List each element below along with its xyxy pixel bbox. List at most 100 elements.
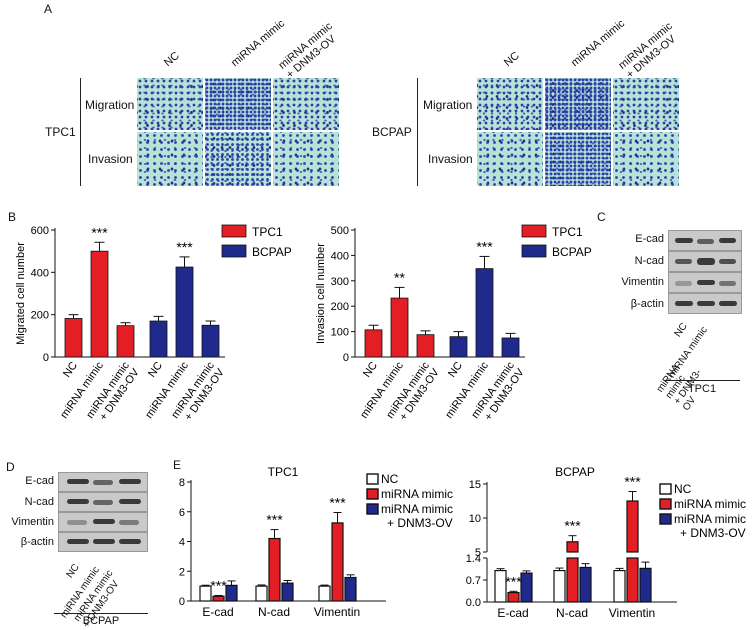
e-bcpap-legend-line: + DNM3-OV xyxy=(680,526,746,540)
e-bcpap-legend-label-1: miRNA mimic xyxy=(674,497,746,511)
wb-bcpap-group-label: BCPAP xyxy=(82,615,120,627)
group-label-tpc1: TPC1 xyxy=(45,125,76,139)
migration-ytick-label-2: 400 xyxy=(31,267,49,279)
e-bcpap-legend-label-0: NC xyxy=(674,482,692,496)
e-tpc1-bar-1-0 xyxy=(255,585,268,602)
e-tpc1-xlabel-2: Vimentin xyxy=(314,605,360,619)
migration-ytick-label-0: 0 xyxy=(43,352,49,364)
migration-sig-1-1: *** xyxy=(176,239,193,255)
e-bcpap-bar-0-2 xyxy=(520,572,533,603)
e-bcpap-legend-swatch-2 xyxy=(659,513,672,525)
e-bcpap-ytick-label-l-0: 0.0 xyxy=(466,597,481,609)
invasion-xlabel-0-0: NC xyxy=(361,360,380,380)
panel-letter-e: E xyxy=(173,458,182,472)
migration-legend-swatch-1 xyxy=(221,244,247,258)
panel-letter-b: B xyxy=(8,210,17,224)
wb-bcpap-label-ncad: N-cad xyxy=(24,496,54,508)
e-tpc1-bar-2-0 xyxy=(318,585,331,602)
e-bcpap-bar-1-1 xyxy=(566,541,579,553)
invasion-ytick-label-0: 0 xyxy=(343,352,349,364)
micrograph-tpc1-invasion-mimic xyxy=(205,132,271,186)
e-bcpap-bar-1-2 xyxy=(579,566,592,603)
invasion-sig-1-1: *** xyxy=(476,238,493,254)
e-bcpap-legend-label-2: miRNA mimic + DNM3-OV xyxy=(674,512,746,540)
row-label-migration-bcpap: Migration xyxy=(423,98,473,112)
migration-legend-label-0: TPC1 xyxy=(252,225,283,239)
micrograph-tpc1-migration-mimic xyxy=(205,78,271,130)
e-bcpap-ytick-label-u-2: 15 xyxy=(469,479,481,491)
e-bcpap-ytick-label-l-2: 1.4 xyxy=(466,553,481,565)
wb-tpc1-strip-ncad xyxy=(668,251,742,272)
migration-xlabel-line: NC xyxy=(146,360,165,380)
migration-sig-0-1: *** xyxy=(91,224,108,240)
e-bcpap-legend-line: miRNA mimic xyxy=(674,512,746,526)
invasion-ytick-label-1: 100 xyxy=(331,327,349,339)
e-tpc1-bar-0-1 xyxy=(212,595,225,602)
e-tpc1-legend-swatch-1 xyxy=(366,488,379,500)
wb-bcpap-strip-bactin xyxy=(58,532,148,552)
e-bcpap-bar-0-1 xyxy=(507,591,520,603)
invasion-bar-1-0 xyxy=(449,336,468,358)
row-label-invasion-tpc1: Invasion xyxy=(88,152,133,166)
invasion-xlabel-line: NC xyxy=(446,360,465,380)
invasion-legend-swatch-0 xyxy=(521,224,547,238)
e-bcpap-xlabel-1: N-cad xyxy=(556,606,588,620)
wb-tpc1-underline xyxy=(664,380,740,381)
e-bcpap-ytick-label-l-1: 0.7 xyxy=(466,575,481,587)
wb-bcpap-underline xyxy=(54,613,148,614)
e-tpc1-legend-label-0: NC xyxy=(381,472,399,486)
e-tpc1-bar-1-2 xyxy=(281,582,294,602)
wb-bcpap-strip-vimentin xyxy=(58,512,148,532)
e-bcpap-sig-2: *** xyxy=(624,473,641,489)
wb-tpc1-strip-vimentin xyxy=(668,272,742,293)
e-tpc1-legend-label-2: miRNA mimic + DNM3-OV xyxy=(381,502,453,530)
wb-tpc1-strip-ecad xyxy=(668,230,742,251)
wb-bcpap-strip-ecad xyxy=(58,472,148,492)
wb-bcpap-label-ecad: E-cad xyxy=(25,475,54,487)
e-tpc1-legend-swatch-2 xyxy=(366,503,379,515)
wb-bcpap-lane-nc: NC xyxy=(64,562,82,581)
migration-legend-swatch-0 xyxy=(221,224,247,238)
e-bcpap-bar-2-0 xyxy=(613,569,626,603)
invasion-xlabel-1-0: NC xyxy=(446,360,465,380)
e-tpc1-sig-0: *** xyxy=(210,577,227,593)
wb-tpc1-label-bactin: β-actin xyxy=(630,298,664,310)
group-bracket-tpc1 xyxy=(80,78,81,186)
e-bcpap-sig-1: *** xyxy=(564,518,581,534)
e-tpc1-xlabel-0: E-cad xyxy=(202,605,233,619)
invasion-bar-0-2 xyxy=(416,334,435,358)
e-tpc1-sig-1: *** xyxy=(266,512,283,528)
e-tpc1-legend-line: NC xyxy=(381,472,399,486)
group-bracket-bcpap xyxy=(417,78,418,186)
wb-tpc1-group-label: TPC1 xyxy=(687,383,717,395)
chart-e-bcpap: BCPAP 5 10 15 0.0 0.7 1.4 *** E-cad *** N-cad *** Vi… xyxy=(466,465,746,620)
migration-ytick-label-1: 200 xyxy=(31,310,49,322)
migration-ylabel: Migrated cell number xyxy=(15,242,27,345)
e-bcpap-bar-2-2 xyxy=(639,567,652,603)
e-tpc1-ytick-label-2: 4 xyxy=(179,537,185,549)
invasion-xlabel-line: NC xyxy=(361,360,380,380)
micrograph-bcpap-migration-mimic-ov xyxy=(613,78,679,130)
wb-bcpap-label-vimentin: Vimentin xyxy=(11,516,54,528)
panel-letter-c: C xyxy=(597,210,606,224)
e-tpc1-legend-line: miRNA mimic xyxy=(381,502,453,516)
wb-tpc1-lane-nc: NC xyxy=(672,321,690,340)
e-tpc1-bar-2-2 xyxy=(344,576,357,602)
row-label-migration-tpc1: Migration xyxy=(85,98,135,112)
panel-letter-d: D xyxy=(6,460,15,474)
e-bcpap-bar-lower-1-1 xyxy=(566,557,579,603)
e-tpc1-legend-label-1: miRNA mimic xyxy=(381,487,453,501)
invasion-legend-label-0: TPC1 xyxy=(552,225,583,239)
migration-bar-0-2 xyxy=(116,325,135,358)
wb-bcpap-strip-ncad xyxy=(58,492,148,512)
invasion-bar-0-1 xyxy=(390,297,409,358)
e-bcpap-ytick-label-u-0: 5 xyxy=(475,547,481,559)
invasion-ylabel: Invasion cell number xyxy=(315,243,327,344)
invasion-bar-1-1 xyxy=(475,268,494,358)
e-bcpap-xlabel-2: Vimentin xyxy=(609,606,655,620)
wb-tpc1-label-ecad: E-cad xyxy=(635,233,664,245)
micrograph-bcpap-invasion-mimic-ov xyxy=(613,132,679,186)
e-bcpap-legend-line: NC xyxy=(674,482,692,496)
micrograph-tpc1-invasion-nc xyxy=(137,132,203,186)
